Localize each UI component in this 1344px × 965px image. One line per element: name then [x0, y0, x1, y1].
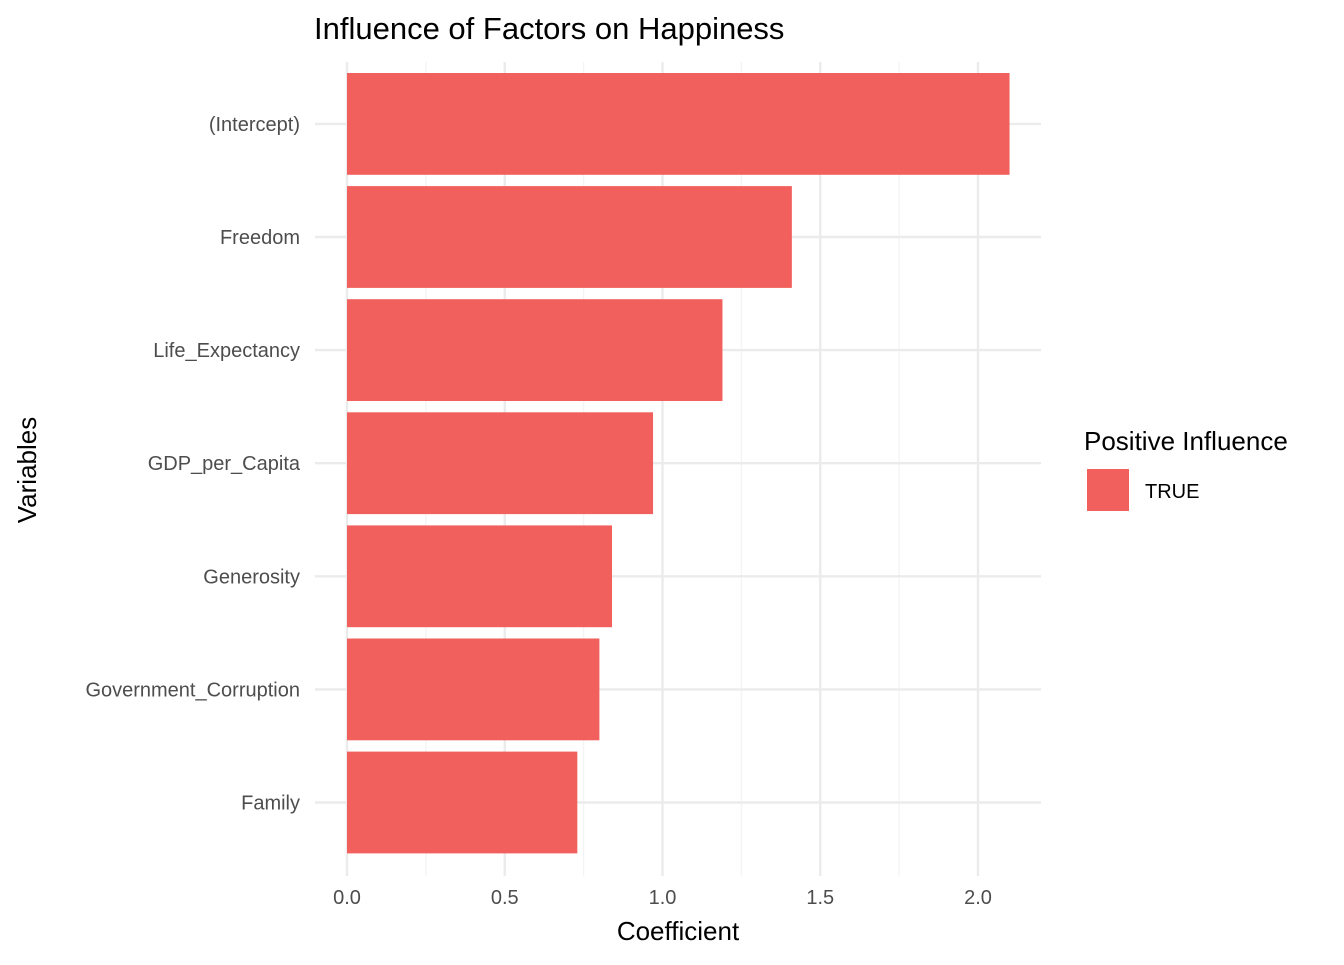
y-tick-label-life-expectancy: Life_Expectancy: [153, 340, 300, 362]
chart-title: Influence of Factors on Happiness: [314, 11, 784, 46]
bar-generosity: [347, 525, 613, 628]
x-tick-label: 1.0: [649, 887, 677, 909]
bar-layer: [347, 73, 1010, 854]
x-tick-label: 0.0: [333, 887, 361, 909]
y-tick-label-generosity: Generosity: [203, 566, 300, 588]
x-tick-label: 2.0: [964, 887, 992, 909]
bar-gdp-per-capita: [347, 412, 654, 515]
bar-freedom: [347, 186, 792, 288]
y-axis-title: Variables: [12, 417, 42, 523]
x-tick-label: 0.5: [491, 887, 519, 909]
axis-layer: (Intercept) Freedom Life_Expectancy GDP_per…: [85, 114, 991, 909]
bar-intercept: [347, 73, 1010, 175]
bar-family: [347, 751, 578, 854]
y-tick-label-gdp-per-capita: GDP_per_Capita: [148, 453, 301, 475]
y-tick-label-freedom: Freedom: [220, 227, 300, 249]
legend-title: Positive Influence: [1084, 426, 1288, 456]
bar-government-corruption: [347, 638, 600, 741]
legend-swatch-true: [1087, 469, 1129, 511]
y-tick-label-family: Family: [241, 793, 300, 815]
x-axis-title: Coefficient: [617, 916, 740, 946]
legend-label-true: TRUE: [1145, 481, 1199, 503]
y-tick-label-intercept: (Intercept): [209, 114, 300, 136]
bar-life-expectancy: [347, 299, 723, 401]
x-tick-label: 1.5: [806, 887, 834, 909]
y-tick-label-government-corruption: Government_Corruption: [85, 679, 300, 701]
legend: Positive Influence TRUE: [1084, 426, 1288, 511]
